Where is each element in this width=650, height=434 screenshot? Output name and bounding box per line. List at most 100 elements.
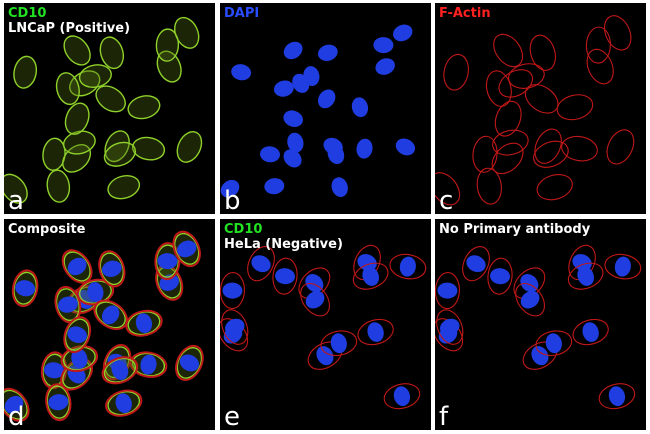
micrograph-red bbox=[435, 15, 635, 206]
cell-mark bbox=[4, 387, 30, 422]
cell-mark bbox=[375, 58, 395, 75]
cell-mark bbox=[567, 262, 604, 290]
cell-mark bbox=[283, 149, 302, 168]
cell-mark bbox=[64, 102, 90, 135]
cell-mark bbox=[115, 393, 132, 414]
cell-mark bbox=[283, 41, 303, 60]
cell-mark bbox=[614, 256, 631, 277]
cell-mark bbox=[300, 282, 331, 317]
cell-mark bbox=[57, 296, 78, 313]
cell-mark bbox=[598, 383, 636, 410]
cell-mark bbox=[175, 344, 204, 381]
cell-mark bbox=[498, 69, 534, 98]
cell-mark bbox=[140, 354, 157, 375]
cell-mark bbox=[606, 129, 635, 165]
cell-mark bbox=[515, 282, 546, 317]
cell-mark bbox=[154, 242, 181, 281]
cell-mark bbox=[577, 266, 594, 286]
cell-mark bbox=[174, 16, 200, 49]
cell-mark bbox=[568, 244, 596, 281]
panel-e: CD10 HeLa (Negative) e bbox=[220, 219, 431, 430]
cell-mark bbox=[48, 394, 69, 411]
cell-mark bbox=[393, 386, 411, 407]
micrograph-hela bbox=[220, 244, 427, 410]
label-line-2: HeLa (Negative) bbox=[224, 237, 343, 252]
panel-a: CD10 LNCaP (Positive) a bbox=[4, 3, 215, 214]
cell-mark bbox=[46, 169, 71, 203]
cell-mark bbox=[272, 257, 298, 295]
cell-mark bbox=[520, 274, 539, 293]
cell-mark bbox=[472, 135, 498, 173]
panel-letter: b bbox=[224, 186, 241, 214]
panel-letter: c bbox=[439, 186, 454, 214]
cell-mark bbox=[534, 128, 562, 164]
panel-b: DAPI b bbox=[220, 3, 431, 214]
cell-mark bbox=[225, 318, 245, 336]
label-line-2: LNCaP (Positive) bbox=[8, 21, 131, 36]
cell-mark bbox=[231, 64, 252, 81]
label-line-1: Composite bbox=[8, 222, 86, 237]
label-line-1: CD10 bbox=[224, 222, 263, 237]
cell-mark bbox=[533, 140, 569, 168]
cell-mark bbox=[585, 26, 611, 64]
panel-letter: f bbox=[439, 402, 449, 430]
cell-mark bbox=[251, 255, 271, 273]
cell-mark bbox=[535, 330, 573, 357]
label-line-1: CD10 bbox=[8, 6, 47, 21]
cell-mark bbox=[603, 15, 632, 51]
cell-mark bbox=[177, 240, 197, 258]
cell-mark bbox=[383, 383, 421, 410]
cell-mark bbox=[529, 34, 556, 71]
cell-mark bbox=[373, 37, 394, 54]
cell-mark bbox=[275, 268, 295, 285]
cell-mark bbox=[330, 333, 347, 354]
cell-mark bbox=[247, 246, 275, 282]
cell-mark bbox=[101, 356, 139, 385]
cell-mark bbox=[435, 272, 460, 310]
cell-mark bbox=[60, 345, 99, 373]
cell-mark bbox=[487, 257, 513, 295]
cell-mark bbox=[353, 244, 381, 281]
cell-mark bbox=[586, 48, 614, 85]
panel-letter: e bbox=[224, 402, 240, 430]
panel-letter: d bbox=[8, 402, 25, 430]
cell-mark bbox=[129, 351, 168, 378]
cell-mark bbox=[13, 55, 38, 89]
cell-mark bbox=[493, 33, 524, 68]
panel-f: No Primary antibody f bbox=[435, 219, 646, 430]
cell-mark bbox=[520, 290, 540, 309]
cell-mark bbox=[524, 84, 559, 114]
cell-mark bbox=[95, 85, 126, 113]
cell-mark bbox=[127, 95, 161, 120]
cell-mark bbox=[494, 100, 522, 137]
cell-mark bbox=[331, 177, 348, 198]
cell-mark bbox=[303, 66, 320, 87]
cell-mark bbox=[531, 346, 549, 366]
cell-mark bbox=[327, 144, 345, 165]
cell-mark bbox=[67, 326, 87, 343]
cell-mark bbox=[604, 253, 642, 280]
cell-mark bbox=[389, 253, 427, 280]
cell-mark bbox=[608, 386, 626, 407]
cell-mark bbox=[513, 267, 546, 299]
cell-mark bbox=[260, 146, 280, 163]
panel-letter: a bbox=[8, 186, 24, 214]
cell-mark bbox=[155, 28, 180, 62]
cell-mark bbox=[93, 299, 128, 331]
cell-mark bbox=[102, 344, 132, 381]
cell-mark bbox=[435, 172, 461, 206]
cell-mark bbox=[508, 63, 545, 89]
label-line-1: DAPI bbox=[224, 6, 260, 21]
cell-mark bbox=[78, 64, 112, 89]
micrograph-green bbox=[4, 16, 203, 204]
cell-mark bbox=[221, 309, 249, 345]
cell-mark bbox=[485, 70, 512, 107]
cell-mark bbox=[135, 313, 153, 334]
cell-mark bbox=[561, 135, 598, 162]
cell-mark bbox=[67, 257, 87, 276]
cell-mark bbox=[316, 346, 334, 366]
cell-mark bbox=[111, 360, 129, 381]
cell-mark bbox=[317, 44, 338, 61]
cell-mark bbox=[71, 348, 88, 369]
cell-mark bbox=[367, 322, 384, 342]
